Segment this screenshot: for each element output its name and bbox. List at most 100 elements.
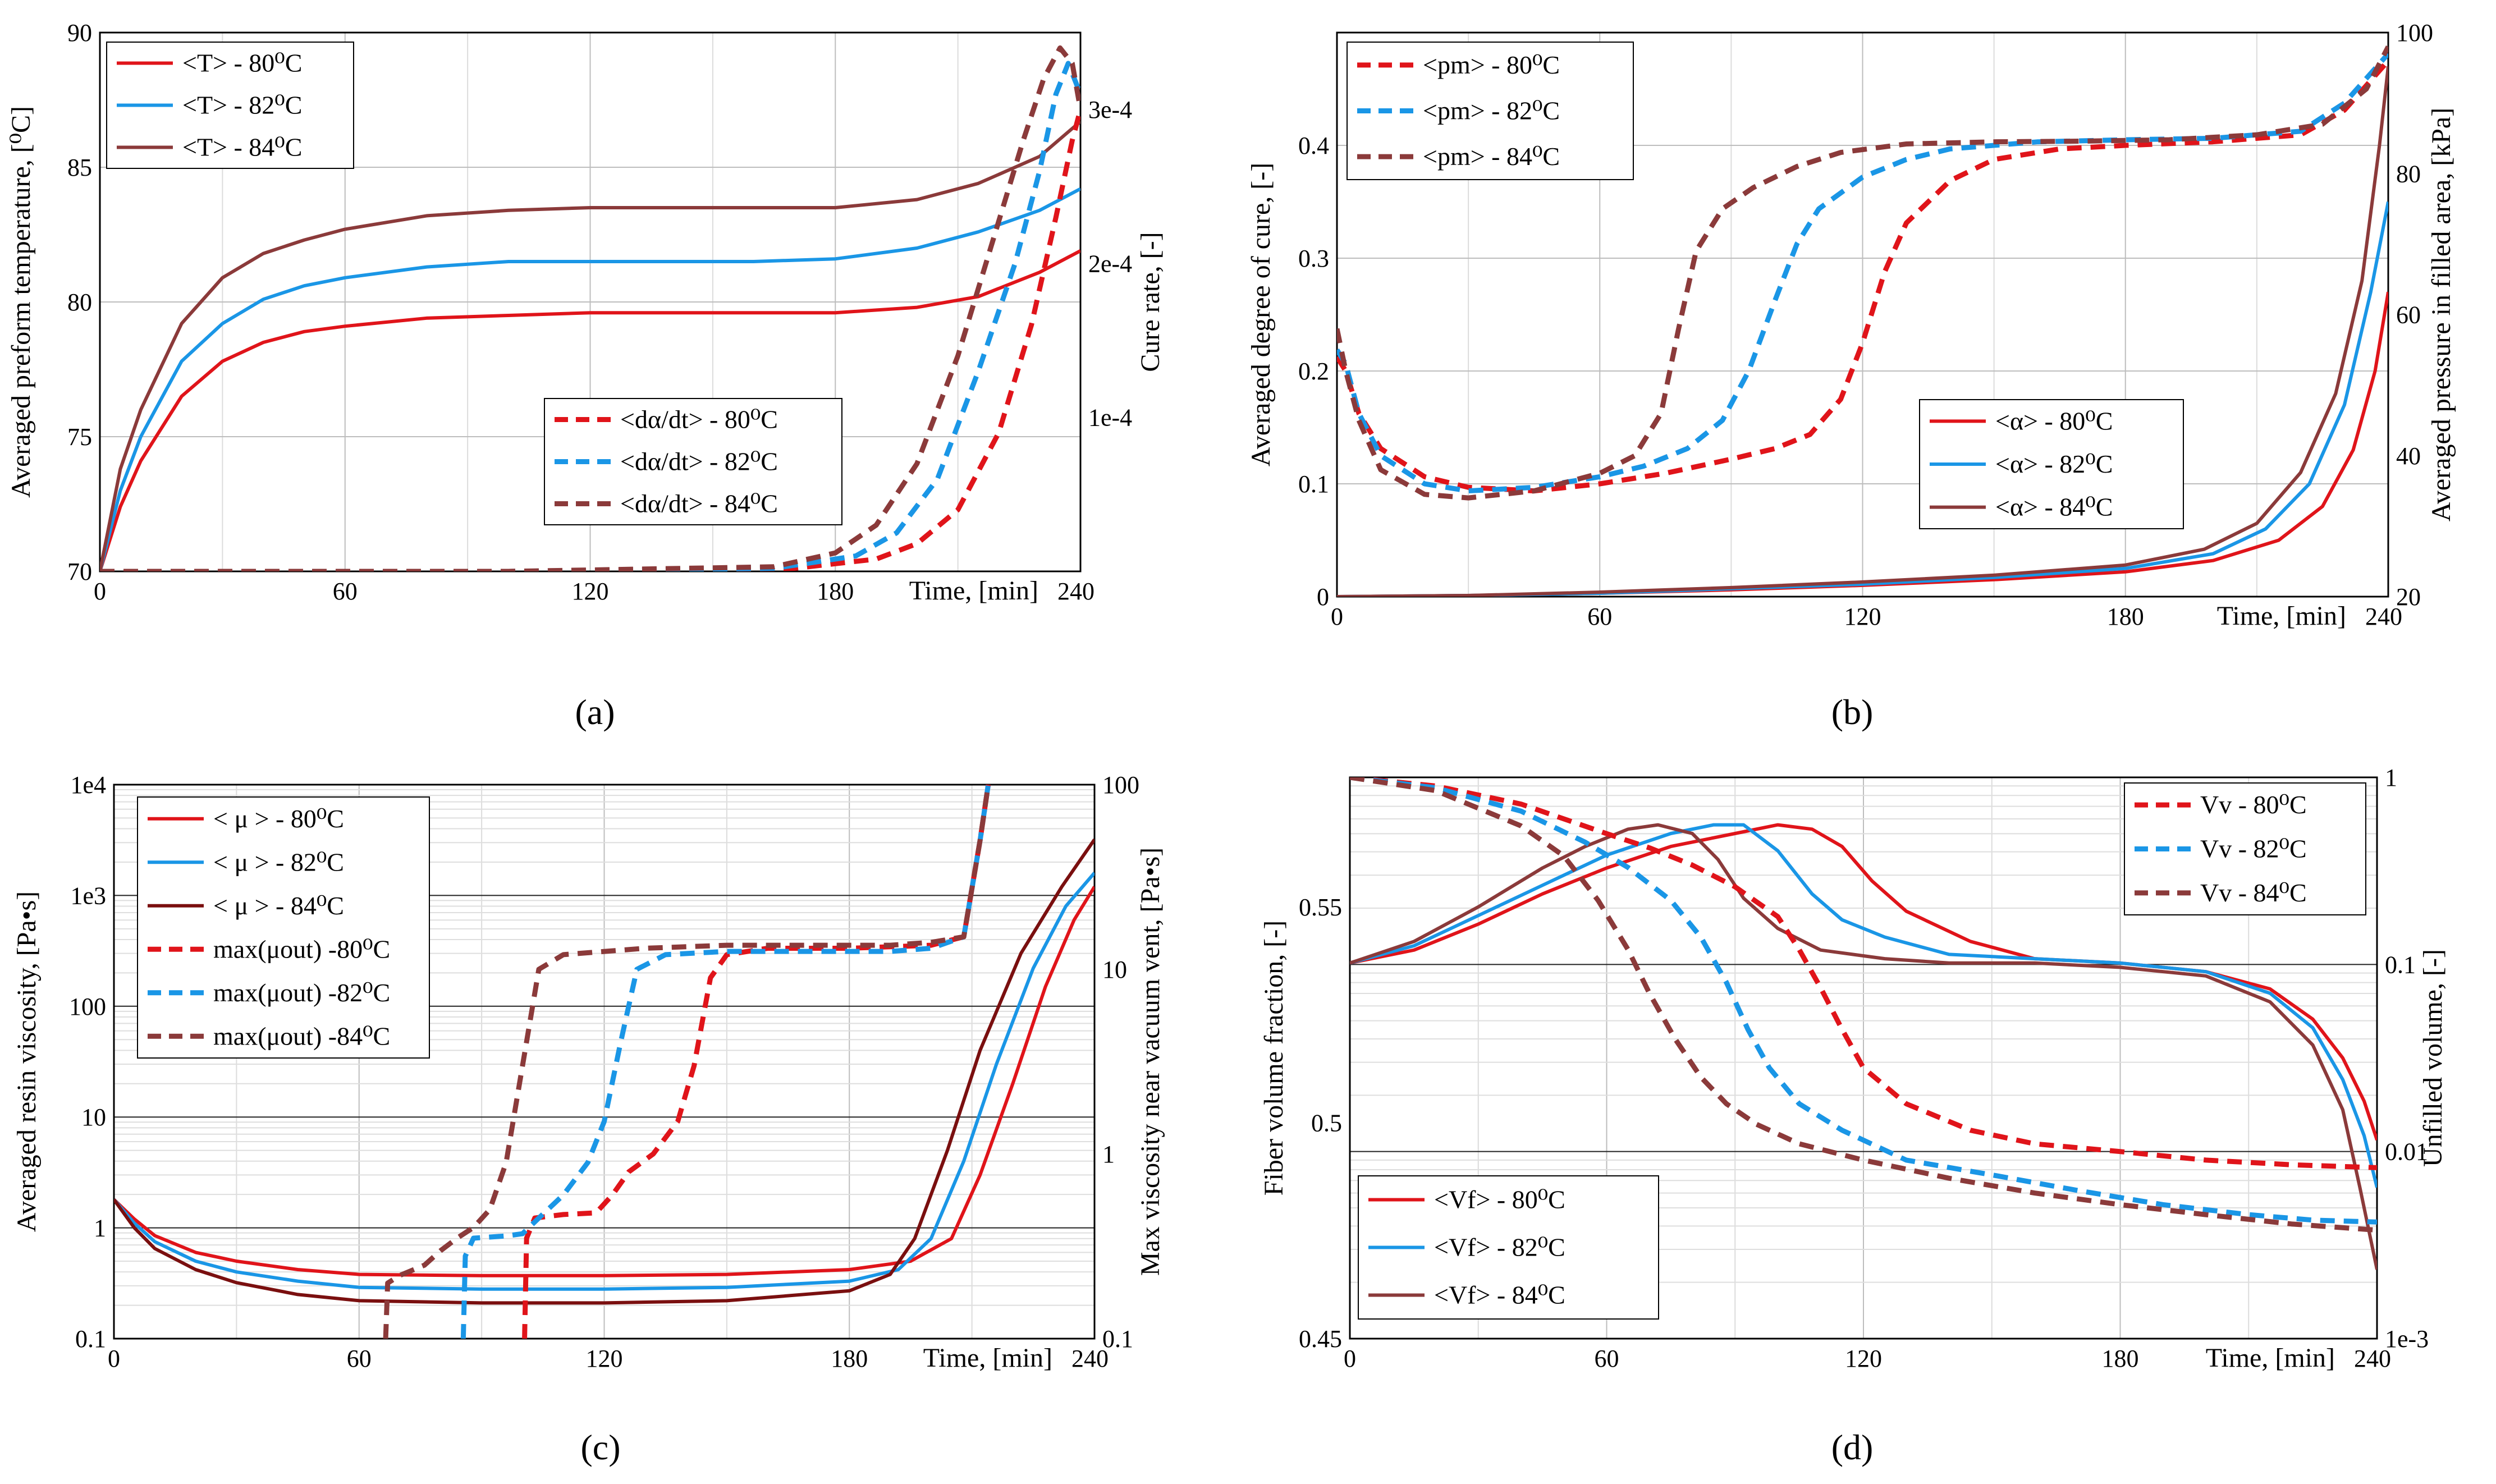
x-tick-label: 120 (1844, 603, 1881, 630)
legend-entry: <dα/dt> - 84⁰C (620, 489, 778, 518)
y-right-tick-label: 0.01 (2385, 1138, 2428, 1166)
y-left-tick-label: 1e4 (70, 771, 106, 799)
legend-entry: <α> - 82⁰C (1995, 450, 2113, 478)
legend-box (137, 796, 430, 1059)
y-right-axis-title: Max viscosity near vacuum vent, [Pa•s] (1135, 848, 1165, 1276)
plot-frame-a (99, 31, 1082, 572)
x-tick-label: 60 (1595, 1345, 1619, 1372)
legend-entry: <α> - 80⁰C (1995, 406, 2113, 435)
legend-box (1347, 42, 1634, 180)
series-line-d-1 (1350, 823, 2377, 1188)
y-right-axis-title: Cure rate, [-] (1135, 232, 1165, 372)
y-left-tick-label: 70 (67, 558, 92, 585)
y-right-axis-title: Averaged pressure in filled area, [kPa] (2426, 108, 2456, 521)
y-left-tick-label: 85 (67, 154, 92, 181)
x-tick-label: 60 (1587, 603, 1612, 630)
y-left-tick-label: 0.5 (1311, 1109, 1342, 1137)
chart-panel-c: 0 60 120 180 240 Time, [min] 0.1 1 10 100 1e3 1e4 0.… (12, 771, 1165, 1467)
x-tick-label: 240 (2365, 603, 2402, 630)
y-left-tick-label: 0.55 (1299, 894, 1342, 921)
legend-entry: <T> - 80⁰C (182, 49, 302, 77)
series-line-d-2 (1350, 823, 2377, 1270)
y-right-tick-label: 0.1 (2385, 951, 2416, 978)
x-tick-label: 180 (817, 578, 854, 605)
x-tick-label: 120 (572, 578, 609, 605)
y-right-tick-label: 20 (2396, 583, 2421, 611)
series-line-a-1 (100, 187, 1080, 571)
series-line-d-3 (1350, 777, 2377, 1170)
plot-frame-c (113, 784, 1096, 1340)
legend-entry: max(μout) -80⁰C (213, 935, 390, 963)
y-left-tick-label: 0.4 (1298, 132, 1329, 159)
y-left-tick-label: 0 (1317, 583, 1329, 611)
series-line-c-2 (114, 838, 1094, 1305)
series-line-c-0 (114, 886, 1094, 1277)
legend-entry: <Vf> - 80⁰C (1434, 1185, 1565, 1214)
x-tick-label: 180 (2107, 603, 2144, 630)
y-right-tick-label: 100 (1102, 771, 1139, 799)
x-tick-label: 120 (586, 1345, 623, 1372)
y-right-tick-label: 2e-4 (1088, 250, 1132, 277)
legend-a-1: <dα/dt> - 80⁰C <dα/dt> - 82⁰C <dα/dt> - 84… (544, 398, 842, 525)
legend-entry: <pm> - 82⁰C (1423, 97, 1560, 125)
series-group-d (1350, 777, 2377, 1270)
x-tick-label: 0 (108, 1345, 120, 1372)
legend-entry: Vv - 82⁰C (2200, 835, 2307, 863)
y-left-tick-label: 0.3 (1298, 245, 1329, 272)
legend-d-1: <Vf> - 80⁰C <Vf> - 82⁰C <Vf> - 84⁰C (1358, 1175, 1659, 1320)
x-tick-label: 120 (1845, 1345, 1882, 1372)
y-right-tick-label: 3e-4 (1088, 96, 1132, 123)
y-right-tick-label: 40 (2396, 442, 2421, 470)
y-right-axis-title: Unfilled volume, [-] (2418, 949, 2448, 1167)
legend-entry: Vv - 84⁰C (2200, 878, 2307, 907)
legend-entry: <Vf> - 84⁰C (1434, 1281, 1565, 1309)
legend-a-0: <T> - 80⁰C <T> - 82⁰C <T> - 84⁰C (106, 42, 354, 169)
legend-entry: < μ > - 84⁰C (213, 891, 344, 920)
legend-entry: <dα/dt> - 82⁰C (620, 447, 778, 476)
y-left-tick-label: 0.1 (75, 1325, 106, 1353)
x-tick-label: 240 (2354, 1345, 2391, 1372)
legend-entry: <dα/dt> - 80⁰C (620, 405, 778, 434)
series-line-d-4 (1350, 777, 2377, 1225)
panel-label-d: (d) (1831, 1427, 1874, 1467)
y-right-tick-label: 0.1 (1102, 1325, 1133, 1353)
legend-entry: <pm> - 80⁰C (1423, 51, 1560, 79)
y-left-tick-label: 1 (94, 1215, 106, 1242)
x-tick-label: 0 (1331, 603, 1343, 630)
panel-label-b: (b) (1831, 692, 1874, 732)
series-line-a-5 (100, 45, 1080, 571)
plot-frame-b (1336, 31, 2389, 598)
series-group-a (100, 45, 1080, 571)
series-group-c (114, 785, 1094, 1339)
x-tick-label: 60 (333, 578, 358, 605)
y-right-tick-label: 1 (2385, 764, 2397, 791)
y-left-tick-label: 1e3 (70, 882, 106, 909)
y-left-tick-label: 10 (81, 1103, 106, 1131)
legend-c-0: < μ > - 80⁰C < μ > - 82⁰C < μ > - 84⁰C max(… (137, 796, 430, 1059)
x-tick-label: 180 (831, 1345, 868, 1372)
y-left-tick-label: 75 (67, 423, 92, 451)
legend-entry: <pm> - 84⁰C (1423, 142, 1560, 171)
legend-box (544, 398, 842, 525)
series-line-c-1 (114, 872, 1094, 1291)
series-line-b-5 (1337, 66, 2388, 597)
x-axis-title: Time, [min] (2217, 601, 2346, 631)
x-axis-title: Time, [min] (909, 576, 1038, 606)
legend-entry: <T> - 84⁰C (182, 133, 302, 162)
x-tick-label: 60 (347, 1345, 372, 1372)
x-axis-title: Time, [min] (923, 1343, 1052, 1373)
legend-entry: max(μout) -84⁰C (213, 1022, 390, 1050)
y-right-tick-label: 80 (2396, 160, 2421, 187)
legend-entry: < μ > - 82⁰C (213, 848, 344, 876)
y-right-tick-label: 1 (1102, 1141, 1115, 1168)
x-tick-label: 240 (1071, 1345, 1109, 1372)
panel-label-c: (c) (580, 1427, 620, 1467)
x-axis-title: Time, [min] (2206, 1343, 2335, 1373)
y-right-tick-label: 60 (2396, 301, 2421, 329)
y-left-tick-label: 0.1 (1298, 470, 1329, 498)
series-line-a-0 (100, 249, 1080, 571)
panel-label-a: (a) (575, 692, 615, 732)
series-line-d-5 (1350, 777, 2377, 1233)
